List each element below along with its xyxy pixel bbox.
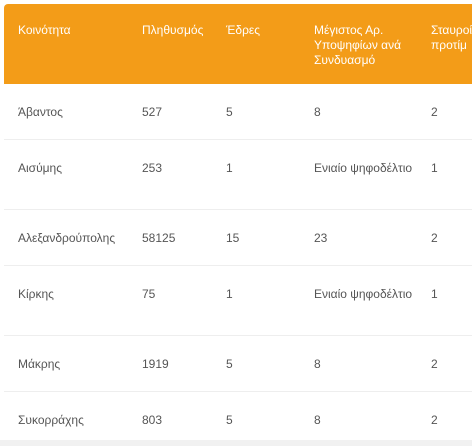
cell-population: 527 — [142, 105, 163, 119]
cell-preference-votes: 1 — [431, 287, 438, 301]
cell-max-candidates: Ενιαίο ψηφοδέλτιο — [314, 287, 413, 301]
cell-preference-votes: 2 — [431, 357, 438, 371]
cell-preference-votes: 2 — [431, 413, 438, 427]
cell-community: Μάκρης — [18, 357, 61, 371]
cell-population: 803 — [142, 413, 163, 427]
horizontal-scrollbar[interactable] — [0, 440, 472, 446]
header-population: Πληθυσμός — [142, 23, 204, 37]
cell-community: Αισύμης — [18, 161, 63, 175]
table-row: Μάκρης 1919 5 8 2 — [4, 336, 472, 392]
cell-seats: 1 — [226, 161, 233, 175]
cell-community: Αλεξανδρούπολης — [18, 231, 116, 245]
table-row: Αλεξανδρούπολης 58125 15 23 2 — [4, 210, 472, 266]
table-row: Άβαντος 527 5 8 2 — [4, 84, 472, 140]
table-row: Συκορράχης 803 5 8 2 — [4, 392, 472, 446]
table-body: Άβαντος 527 5 8 2 Αισύμης 253 1 Ενιαίο ψηφοδέλτι… — [4, 84, 472, 446]
cell-seats: 5 — [226, 357, 233, 371]
cell-preference-votes: 2 — [431, 105, 438, 119]
cell-community: Κίρκης — [18, 287, 54, 301]
cell-population: 75 — [142, 287, 156, 301]
cell-population: 58125 — [142, 231, 176, 245]
cell-max-candidates: 8 — [314, 105, 321, 119]
communities-table: Κοινότητα Πληθυσμός Έδρες Μέγιστος Αρ. Υ… — [4, 4, 472, 446]
cell-preference-votes: 2 — [431, 231, 438, 245]
cell-community: Άβαντος — [18, 105, 63, 119]
header-max-candidates: Μέγιστος Αρ. Υποψηφίων ανά Συνδυασμό — [314, 23, 402, 67]
header-preference-votes: Σταυροί προτίμ — [431, 23, 472, 52]
cell-max-candidates: 8 — [314, 413, 321, 427]
table-row: Αισύμης 253 1 Ενιαίο ψηφοδέλτιο 1 — [4, 140, 472, 210]
header-community: Κοινότητα — [18, 23, 71, 37]
cell-population: 253 — [142, 161, 163, 175]
cell-population: 1919 — [142, 357, 169, 371]
table-header: Κοινότητα Πληθυσμός Έδρες Μέγιστος Αρ. Υ… — [4, 4, 472, 84]
cell-seats: 15 — [226, 231, 240, 245]
cell-community: Συκορράχης — [18, 413, 84, 427]
cell-seats: 1 — [226, 287, 233, 301]
header-seats: Έδρες — [226, 23, 261, 37]
table-row: Κίρκης 75 1 Ενιαίο ψηφοδέλτιο 1 — [4, 266, 472, 336]
cell-max-candidates: 23 — [314, 231, 328, 245]
cell-seats: 5 — [226, 413, 233, 427]
cell-preference-votes: 1 — [431, 161, 438, 175]
cell-max-candidates: 8 — [314, 357, 321, 371]
cell-seats: 5 — [226, 105, 233, 119]
cell-max-candidates: Ενιαίο ψηφοδέλτιο — [314, 161, 413, 175]
